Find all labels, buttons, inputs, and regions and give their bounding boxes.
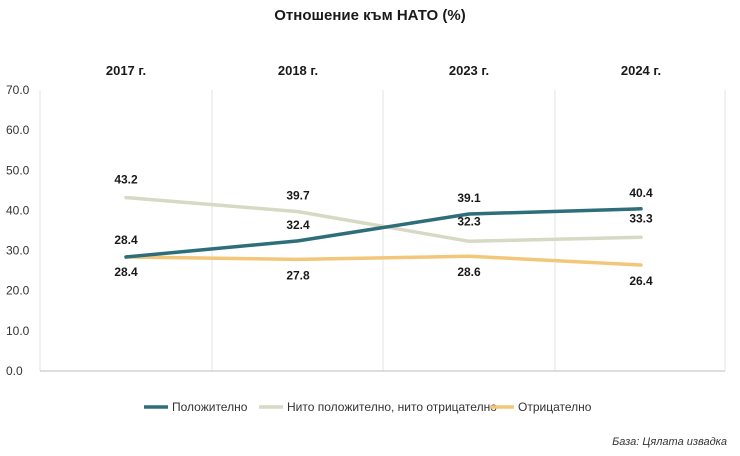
category-label: 2023 г.: [449, 63, 489, 78]
y-tick-label: 20.0: [6, 284, 30, 298]
y-axis: 0.0 10.0 20.0 30.0 40.0 50.0 60.0 70.0: [6, 83, 30, 378]
data-label-negative: 28.4: [114, 265, 138, 279]
category-label: 2018 г.: [278, 63, 318, 78]
y-tick-label: 40.0: [6, 203, 30, 217]
data-label-positive: 40.4: [629, 186, 653, 200]
data-label-neutral: 33.3: [629, 211, 653, 225]
data-label-neutral: 43.2: [114, 173, 138, 187]
data-labels: 28.4 32.4 39.1 40.4 43.2 39.7 32.3 33.3 28.4 27.8…: [114, 173, 653, 288]
y-tick-label: 0.0: [6, 364, 23, 378]
chart-title: Отношение към НАТО (%): [274, 7, 465, 24]
data-label-neutral: 39.7: [286, 189, 310, 203]
legend: Положително Нито положително, нито отрица…: [144, 400, 592, 414]
legend-label-neutral: Нито положително, нито отрицателно: [287, 400, 497, 414]
series-lines: [124, 195, 643, 267]
series-line-negative: [124, 254, 643, 267]
data-label-positive: 32.4: [286, 218, 310, 232]
legend-label-negative: Отрицателно: [518, 400, 592, 414]
y-tick-label: 60.0: [6, 123, 30, 137]
data-label-positive: 28.4: [114, 233, 138, 247]
category-label: 2017 г.: [106, 63, 146, 78]
y-tick-label: 10.0: [6, 324, 30, 338]
data-label-negative: 26.4: [629, 274, 653, 288]
source-note: База: Цялата извадка: [612, 436, 727, 448]
data-label-negative: 28.6: [457, 265, 481, 279]
grid-lines: [39, 90, 726, 372]
y-tick-label: 50.0: [6, 163, 30, 177]
data-label-negative: 27.8: [286, 268, 310, 282]
category-label: 2024 г.: [621, 63, 661, 78]
legend-label-positive: Положително: [172, 400, 248, 414]
y-tick-label: 70.0: [6, 83, 30, 97]
data-label-neutral: 32.3: [457, 214, 481, 228]
y-tick-label: 30.0: [6, 244, 30, 258]
category-labels: 2017 г. 2018 г. 2023 г. 2024 г.: [106, 63, 661, 78]
series-line-positive: [124, 207, 643, 259]
data-label-positive: 39.1: [457, 191, 481, 205]
